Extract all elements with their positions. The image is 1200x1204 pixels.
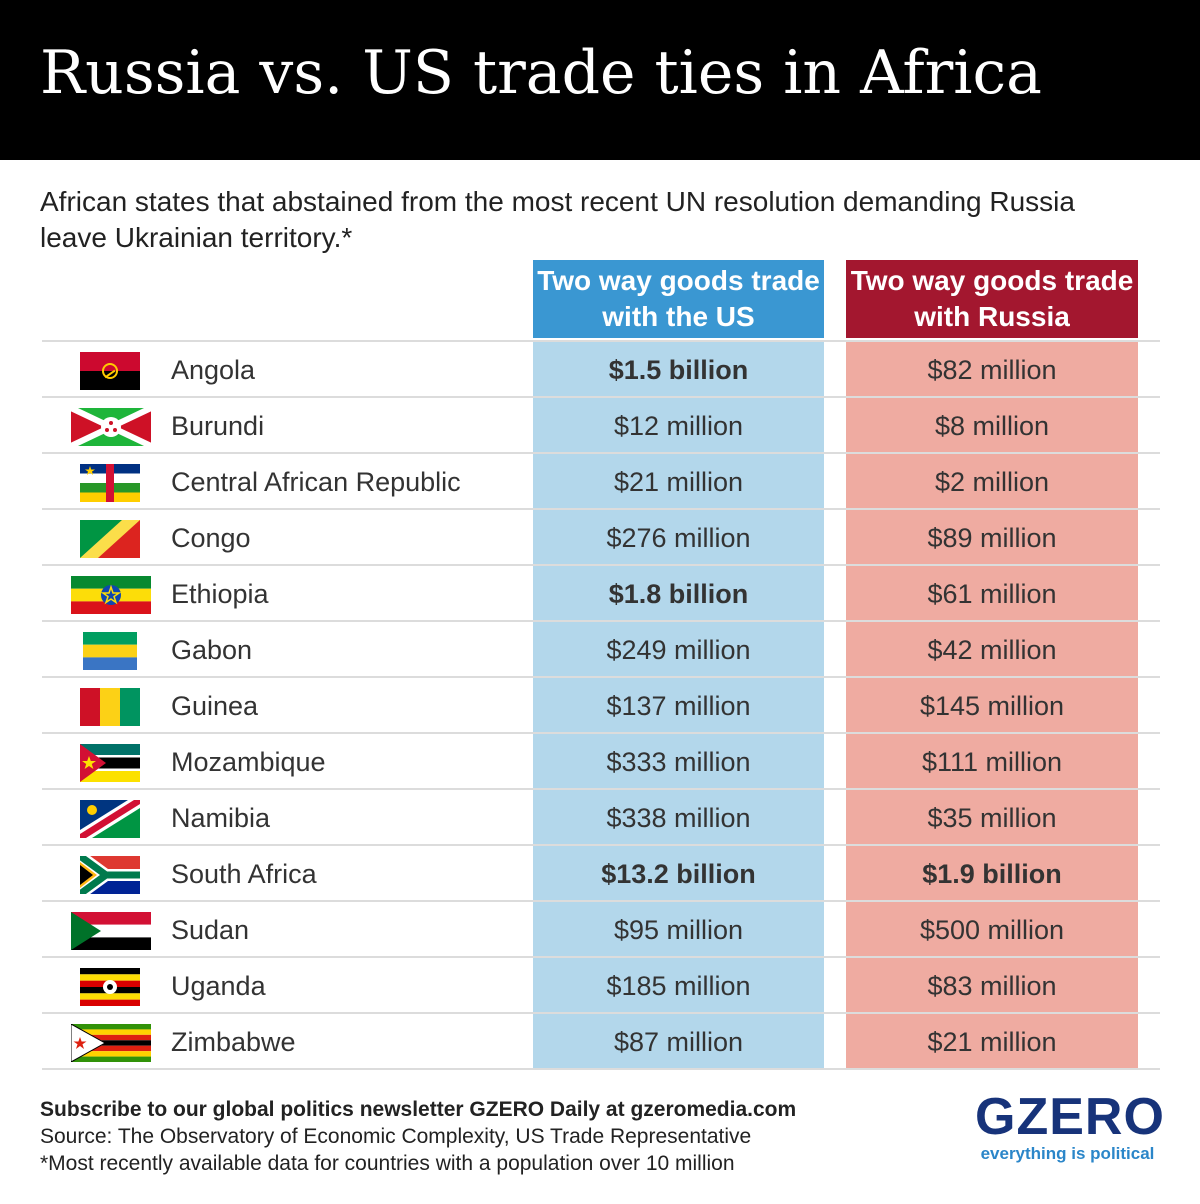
table-row: Sudan $95 million $500 million xyxy=(42,900,1160,956)
us-trade-value: $21 million xyxy=(613,467,744,497)
gzero-logo: GZERO everything is political xyxy=(975,1088,1165,1164)
russia-trade-value: $145 million xyxy=(919,691,1065,721)
congo-flag-icon xyxy=(80,520,140,558)
russia-trade-value: $1.9 billion xyxy=(922,859,1062,889)
table-row: Ethiopia $1.8 billion $61 million xyxy=(42,564,1160,620)
russia-trade-value: $35 million xyxy=(927,803,1057,833)
us-trade-value: $87 million xyxy=(613,1027,744,1057)
guinea-flag-icon xyxy=(80,688,140,726)
footnote-text: *Most recently available data for countr… xyxy=(40,1152,735,1175)
russia-column-header: Two way goods trade with Russia xyxy=(846,260,1138,338)
us-trade-value: $95 million xyxy=(613,915,744,945)
uganda-flag-icon xyxy=(80,968,140,1006)
us-trade-value: $137 million xyxy=(606,691,751,721)
country-name: Zimbabwe xyxy=(171,1027,296,1057)
russia-trade-value: $500 million xyxy=(919,915,1065,945)
us-trade-value: $1.5 billion xyxy=(608,355,749,385)
table-row: Zimbabwe $87 million $21 million xyxy=(42,1012,1160,1070)
table-row: Guinea $137 million $145 million xyxy=(42,676,1160,732)
zimbabwe-flag-icon xyxy=(71,1024,151,1062)
table-row: South Africa $13.2 billion $1.9 billion xyxy=(42,844,1160,900)
logo-tagline: everything is political xyxy=(980,1144,1155,1163)
south-africa-flag-icon xyxy=(80,856,140,894)
russia-trade-value: $83 million xyxy=(927,971,1057,1001)
country-name: Namibia xyxy=(171,803,271,833)
logo-wordmark: GZERO xyxy=(975,1088,1165,1146)
table-row: Congo $276 million $89 million xyxy=(42,508,1160,564)
russia-trade-value: $8 million xyxy=(934,411,1050,441)
trade-table: Angola $1.5 billion $82 million Burundi … xyxy=(42,340,1160,1070)
us-trade-value: $333 million xyxy=(606,747,751,777)
russia-trade-value: $42 million xyxy=(927,635,1057,665)
country-name: Gabon xyxy=(171,635,253,665)
us-trade-value: $249 million xyxy=(606,635,751,665)
header-bar: Russia vs. US trade ties in Africa xyxy=(0,0,1200,160)
russia-column-background xyxy=(846,340,1138,1068)
page-title: Russia vs. US trade ties in Africa xyxy=(40,38,1042,108)
russia-trade-value: $82 million xyxy=(927,355,1057,385)
footer: Subscribe to our global politics newslet… xyxy=(40,1096,796,1177)
car-flag-icon xyxy=(80,464,140,502)
russia-trade-value: $61 million xyxy=(927,579,1057,609)
table-row: Namibia $338 million $35 million xyxy=(42,788,1160,844)
country-name: Guinea xyxy=(171,691,259,721)
country-name: Sudan xyxy=(171,915,250,945)
table-row: Burundi $12 million $8 million xyxy=(42,396,1160,452)
us-trade-value: $12 million xyxy=(613,411,744,441)
table-row: Central African Republic $21 million $2 … xyxy=(42,452,1160,508)
mozambique-flag-icon xyxy=(80,744,140,782)
country-name: Angola xyxy=(171,355,256,385)
table-row: Uganda $185 million $83 million xyxy=(42,956,1160,1012)
russia-trade-value: $111 million xyxy=(921,747,1063,777)
russia-trade-value: $89 million xyxy=(927,523,1057,553)
country-name: Burundi xyxy=(171,411,265,441)
burundi-flag-icon xyxy=(71,408,151,446)
country-name: Ethiopia xyxy=(171,579,269,609)
ethiopia-flag-icon xyxy=(71,576,151,614)
country-name: Uganda xyxy=(171,971,266,1001)
country-name: South Africa xyxy=(171,859,317,889)
table-row: Angola $1.5 billion $82 million xyxy=(42,340,1160,396)
us-trade-value: $185 million xyxy=(606,971,751,1001)
source-text: Source: The Observatory of Economic Comp… xyxy=(40,1125,752,1148)
table-row: Gabon $249 million $42 million xyxy=(42,620,1160,676)
gabon-flag-icon xyxy=(80,632,140,670)
subtitle: African states that abstained from the m… xyxy=(40,186,1075,253)
us-trade-value: $1.8 billion xyxy=(608,579,749,609)
angola-flag-icon xyxy=(80,352,140,390)
sudan-flag-icon xyxy=(71,912,151,950)
table-row: Mozambique $333 million $111 million xyxy=(42,732,1160,788)
country-name: Central African Republic xyxy=(171,467,461,497)
namibia-flag-icon xyxy=(80,800,140,838)
us-trade-value: $276 million xyxy=(606,523,751,553)
us-column-header: Two way goods trade with the US xyxy=(533,260,824,338)
country-name: Mozambique xyxy=(171,747,326,777)
us-column-background xyxy=(533,340,824,1068)
us-trade-value: $13.2 billion xyxy=(601,859,756,889)
subscribe-text: Subscribe to our global politics newslet… xyxy=(40,1098,797,1121)
country-name: Congo xyxy=(171,523,251,553)
us-trade-value: $338 million xyxy=(606,803,751,833)
russia-trade-value: $21 million xyxy=(927,1027,1057,1057)
russia-trade-value: $2 million xyxy=(934,467,1050,497)
